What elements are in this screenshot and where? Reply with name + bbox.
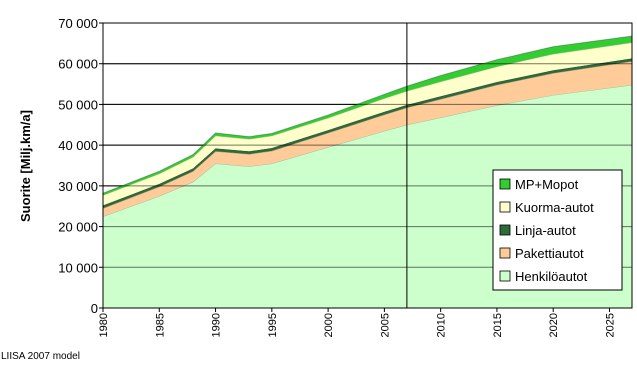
legend-swatch	[499, 201, 511, 213]
x-tick-label: 2015	[492, 313, 504, 337]
legend-label: Kuorma-autot	[515, 200, 594, 215]
x-tick-label: 2005	[379, 313, 391, 337]
legend-swatch	[499, 224, 511, 236]
y-tick-label: 10 000	[58, 260, 98, 275]
y-tick-label: 30 000	[58, 179, 98, 194]
legend-label: MP+Mopot	[515, 177, 579, 192]
legend-label: Henkilöautot	[515, 269, 588, 284]
x-tick-label: 1985	[154, 313, 166, 337]
legend-swatch	[499, 270, 511, 282]
x-tick-label: 1995	[267, 313, 279, 337]
legend-swatch	[499, 247, 511, 259]
y-tick-label: 0	[91, 301, 98, 316]
x-tick-label: 2010	[436, 313, 448, 337]
area-edge	[102, 35, 633, 194]
footnote: LIISA 2007 model	[1, 351, 80, 362]
x-tick-label: 2025	[604, 313, 616, 337]
legend-box	[492, 169, 623, 291]
y-tick-label: 50 000	[58, 97, 98, 112]
y-axis-label: Suorite [Milj.km/a]	[18, 110, 33, 222]
legend-label: Pakettiautot	[515, 246, 584, 261]
y-tick-label: 20 000	[58, 220, 98, 235]
y-tick-label: 40 000	[58, 138, 98, 153]
area	[103, 42, 632, 206]
x-tick-label: 1980	[98, 313, 110, 337]
x-tick-label: 2000	[323, 313, 335, 337]
area	[103, 61, 632, 217]
x-tick-label: 1990	[211, 313, 223, 337]
legend-swatch	[499, 178, 511, 190]
y-tick-label: 70 000	[58, 16, 98, 31]
x-tick-label: 2020	[548, 313, 560, 337]
y-tick-label: 60 000	[58, 57, 98, 72]
legend-label: Linja-autot	[515, 223, 576, 238]
plot-border	[102, 22, 633, 309]
